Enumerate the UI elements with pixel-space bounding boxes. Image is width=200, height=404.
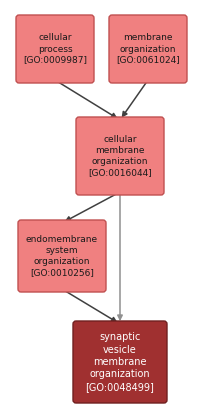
Text: cellular
process
[GO:0009987]: cellular process [GO:0009987] [23,34,87,65]
FancyBboxPatch shape [109,15,187,83]
FancyBboxPatch shape [16,15,94,83]
FancyBboxPatch shape [76,117,164,195]
Text: membrane
organization
[GO:0061024]: membrane organization [GO:0061024] [116,34,180,65]
FancyBboxPatch shape [73,321,167,403]
Text: cellular
membrane
organization
[GO:0016044]: cellular membrane organization [GO:00160… [88,135,152,177]
Text: endomembrane
system
organization
[GO:0010256]: endomembrane system organization [GO:001… [26,235,98,277]
Text: synaptic
vesicle
membrane
organization
[GO:0048499]: synaptic vesicle membrane organization [… [86,332,154,392]
FancyBboxPatch shape [18,220,106,292]
